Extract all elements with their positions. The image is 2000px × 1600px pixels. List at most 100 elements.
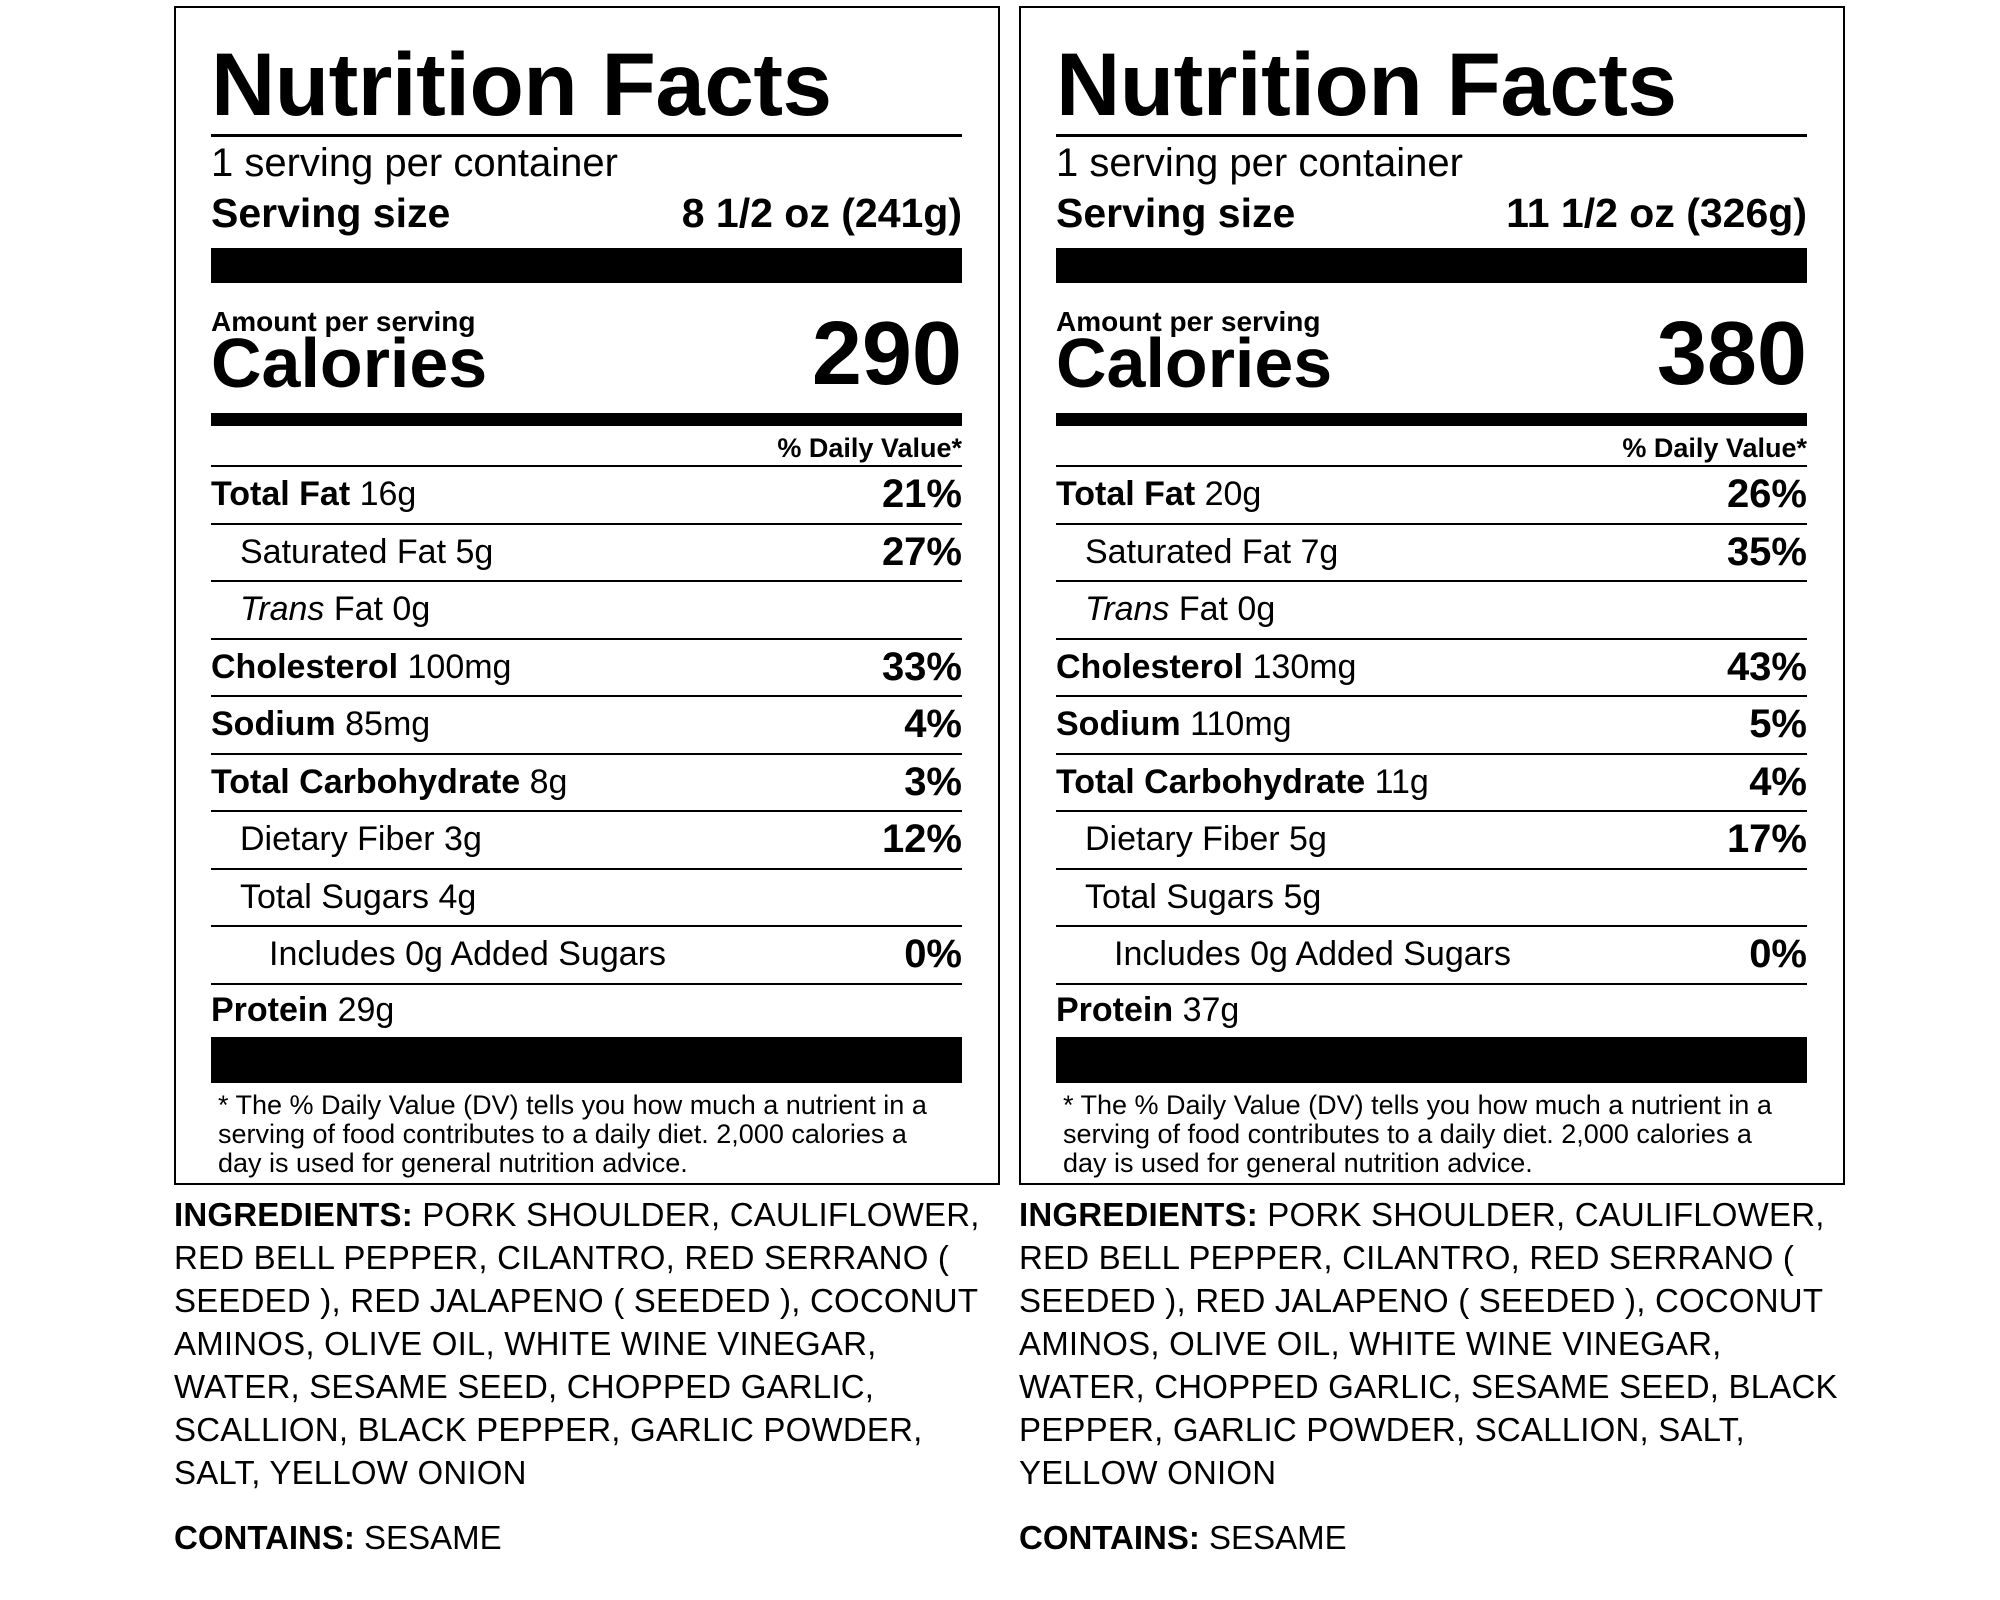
nutrition-facts-title: Nutrition Facts	[1056, 36, 1807, 137]
nutrient-amount: 110mg	[1190, 705, 1292, 744]
ingredients-statement: INGREDIENTS: PORK SHOULDER, CAULIFLOWER,…	[174, 1193, 1000, 1494]
nutrient-name: Total Sugars 5g	[1085, 877, 1322, 916]
serving-size-label: Serving size	[1056, 190, 1296, 236]
nutrient-row-total-carbohydrate: Total Carbohydrate 11g 4%	[1056, 755, 1807, 812]
nutrient-row-added-sugars: Includes 0g Added Sugars 0%	[1056, 927, 1807, 985]
nutrient-row-cholesterol: Cholesterol 130mg 43%	[1056, 640, 1807, 697]
ingredients-label: INGREDIENTS:	[174, 1196, 413, 1233]
allergen-statement: CONTAINS: SESAME	[1019, 1516, 1845, 1559]
nutrient-dv: 4%	[1749, 759, 1807, 804]
ingredients-statement: INGREDIENTS: PORK SHOULDER, CAULIFLOWER,…	[1019, 1193, 1845, 1494]
contains-text: SESAME	[1209, 1519, 1347, 1556]
calories-label: Calories	[211, 324, 488, 402]
nutrition-label-right: Nutrition Facts 1 serving per container …	[1019, 6, 1845, 1559]
nutrient-dv: 27%	[881, 529, 962, 574]
nutrient-name: Cholesterol	[211, 647, 399, 686]
amount-per-serving: Amount per serving	[1056, 306, 1321, 337]
nutrient-dv: 0%	[904, 932, 962, 977]
nutrient-name: Dietary Fiber 5g	[1085, 820, 1327, 859]
servings-per-container: 1 serving per container	[1056, 141, 1463, 185]
nutrient-row-sodium: Sodium 110mg 5%	[1056, 697, 1807, 755]
medium-divider	[211, 413, 962, 426]
contains-label: CONTAINS:	[174, 1519, 355, 1556]
nutrient-name: Fat 0g	[1169, 590, 1276, 629]
allergen-statement: CONTAINS: SESAME	[174, 1516, 1000, 1559]
contains-label: CONTAINS:	[1019, 1519, 1200, 1556]
nutrient-row-total-carbohydrate: Total Carbohydrate 8g 3%	[211, 755, 962, 812]
nutrient-amount: 130mg	[1252, 647, 1357, 686]
nutrition-label-left: Nutrition Facts 1 serving per container …	[174, 6, 1000, 1559]
nutrient-dv: 17%	[1726, 817, 1807, 862]
medium-divider	[1056, 413, 1807, 426]
amount-per-serving: Amount per serving	[211, 306, 476, 337]
nutrient-name-italic: Trans	[1085, 590, 1170, 629]
servings-per-container: 1 serving per container	[211, 141, 618, 185]
nutrient-name: Sodium	[211, 705, 336, 744]
nutrient-amount: 100mg	[407, 647, 512, 686]
nutrient-row-protein: Protein 29g	[211, 985, 962, 1037]
nutrient-dv: 33%	[881, 644, 962, 689]
serving-size-row: Serving size 11 1/2 oz (326g)	[1056, 187, 1807, 239]
calories-value: 380	[1656, 304, 1807, 404]
daily-value-footnote: * The % Daily Value (DV) tells you how m…	[1063, 1089, 1772, 1178]
nutrient-name: Sodium	[1056, 705, 1181, 744]
nutrient-dv: 3%	[904, 759, 962, 804]
nutrient-row-saturated-fat: Saturated Fat 5g 27%	[211, 525, 962, 582]
nutrient-row-protein: Protein 37g	[1056, 985, 1807, 1037]
bottom-divider	[1056, 1036, 1807, 1083]
nutrient-amount: 20g	[1204, 475, 1262, 514]
nutrient-dv: 43%	[1726, 644, 1807, 689]
thick-divider	[1056, 248, 1807, 283]
nutrient-row-dietary-fiber: Dietary Fiber 3g 12%	[211, 812, 962, 870]
nutrient-row-trans-fat: Trans Fat 0g	[211, 582, 962, 640]
nutrient-dv: 12%	[881, 817, 962, 862]
nutrient-row-added-sugars: Includes 0g Added Sugars 0%	[211, 927, 962, 985]
nutrient-name: Total Carbohydrate	[1056, 762, 1366, 801]
nutrient-row-sodium: Sodium 85mg 4%	[211, 697, 962, 755]
serving-size-row: Serving size 8 1/2 oz (241g)	[211, 187, 962, 239]
nutrient-row-dietary-fiber: Dietary Fiber 5g 17%	[1056, 812, 1807, 870]
serving-size-value: 11 1/2 oz (326g)	[1506, 190, 1807, 236]
nutrient-amount: 8g	[529, 762, 568, 801]
nutrition-facts-title: Nutrition Facts	[211, 36, 962, 137]
nutrient-name: Cholesterol	[1056, 647, 1244, 686]
nutrient-name: Total Sugars 4g	[240, 877, 477, 916]
nutrient-name-italic: Trans	[240, 590, 325, 629]
nutrient-dv: 0%	[1749, 932, 1807, 977]
daily-value-header: % Daily Value*	[1056, 426, 1807, 467]
nutrient-dv: 21%	[881, 472, 962, 517]
calories-row: Calories 380	[1056, 309, 1807, 399]
nutrient-name: Total Fat	[211, 475, 351, 514]
daily-value-footnote: * The % Daily Value (DV) tells you how m…	[218, 1089, 927, 1178]
serving-size-value: 8 1/2 oz (241g)	[681, 190, 962, 236]
nutrient-name: Includes 0g Added Sugars	[269, 935, 666, 974]
calories-value: 290	[811, 304, 962, 404]
nutrition-facts-panel: Nutrition Facts 1 serving per container …	[174, 6, 1000, 1185]
nutrient-name: Total Carbohydrate	[211, 762, 521, 801]
nutrient-row-total-fat: Total Fat 16g 21%	[211, 467, 962, 525]
nutrient-amount: 85mg	[345, 705, 431, 744]
serving-size-label: Serving size	[211, 190, 451, 236]
nutrient-name: Protein	[1056, 991, 1174, 1029]
nutrient-name: Total Fat	[1056, 475, 1196, 514]
nutrient-row-total-sugars: Total Sugars 5g	[1056, 870, 1807, 927]
nutrient-name: Saturated Fat 7g	[1085, 532, 1339, 571]
ingredients-label: INGREDIENTS:	[1019, 1196, 1258, 1233]
calories-row: Calories 290	[211, 309, 962, 402]
nutrient-dv: 4%	[904, 702, 962, 747]
nutrient-name: Dietary Fiber 3g	[240, 820, 482, 859]
nutrient-amount: 16g	[359, 475, 417, 514]
nutrient-amount: 37g	[1182, 991, 1240, 1029]
nutrient-row-total-fat: Total Fat 20g 26%	[1056, 467, 1807, 525]
nutrient-name: Saturated Fat 5g	[240, 532, 494, 571]
nutrient-row-cholesterol: Cholesterol 100mg 33%	[211, 640, 962, 697]
bottom-divider	[211, 1036, 962, 1083]
ingredients-text: PORK SHOULDER, CAULIFLOWER, RED BELL PEP…	[174, 1196, 980, 1491]
daily-value-header: % Daily Value*	[211, 426, 962, 467]
nutrient-name: Includes 0g Added Sugars	[1114, 935, 1511, 974]
ingredients-text: PORK SHOULDER, CAULIFLOWER, RED BELL PEP…	[1019, 1196, 1838, 1491]
nutrient-dv: 5%	[1749, 702, 1807, 747]
thick-divider	[211, 248, 962, 283]
nutrient-amount: 11g	[1374, 762, 1429, 801]
nutrient-name: Fat 0g	[324, 590, 431, 629]
